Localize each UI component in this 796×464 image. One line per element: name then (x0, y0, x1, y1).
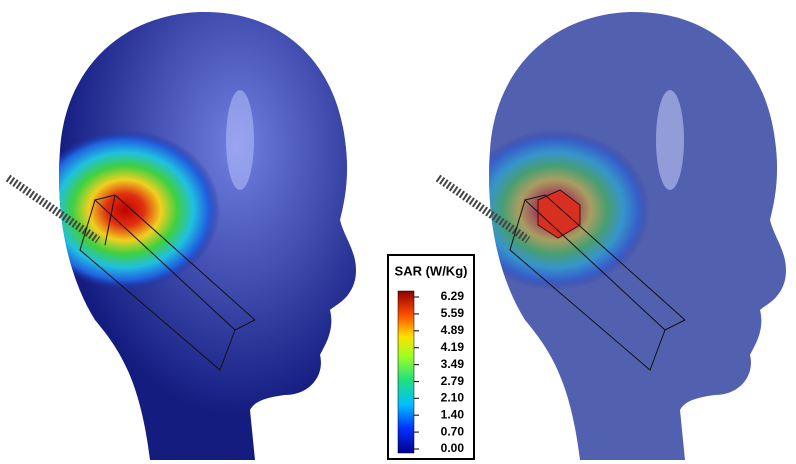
colorbar-title: SAR (W/Kg) (395, 263, 468, 278)
tick-label: 1.40 (441, 407, 465, 421)
tick-label: 2.79 (441, 374, 465, 388)
right-head (438, 12, 786, 460)
figure: SAR (W/Kg) 6.29 5.59 4.89 4.19 3.49 2.79 2.10 1… (0, 0, 796, 464)
tick-label: 6.29 (441, 289, 465, 303)
tick-label: 4.89 (441, 323, 465, 337)
tick-label: 0.00 (441, 441, 465, 455)
colorbar (398, 291, 414, 453)
tick-label: 3.49 (441, 357, 465, 371)
tick-label: 0.70 (441, 424, 465, 438)
tick-label: 2.10 (441, 390, 465, 404)
tick-label: 4.19 (441, 340, 465, 354)
left-head (8, 12, 356, 460)
tick-label: 5.59 (441, 306, 465, 320)
colorbar-legend: SAR (W/Kg) 6.29 5.59 4.89 4.19 3.49 2.79 2.10 1… (388, 255, 474, 459)
